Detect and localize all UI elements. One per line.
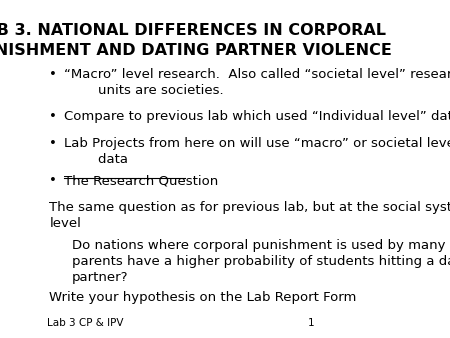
Text: •: •	[50, 110, 57, 123]
Text: The Research Question: The Research Question	[63, 174, 218, 187]
Text: LAB 3. NATIONAL DIFFERENCES IN CORPORAL
PUNISHMENT AND DATING PARTNER VIOLENCE: LAB 3. NATIONAL DIFFERENCES IN CORPORAL …	[0, 23, 392, 58]
Text: •: •	[50, 137, 57, 150]
Text: 1: 1	[308, 318, 315, 328]
Text: •: •	[50, 68, 57, 81]
Text: Do nations where corporal punishment is used by many
parents have a higher proba: Do nations where corporal punishment is …	[72, 239, 450, 284]
Text: Lab 3 CP & IPV: Lab 3 CP & IPV	[46, 318, 123, 328]
Text: The same question as for previous lab, but at the social system
level: The same question as for previous lab, b…	[50, 201, 450, 230]
Text: Write your hypothesis on the Lab Report Form: Write your hypothesis on the Lab Report …	[50, 291, 357, 304]
Text: •: •	[50, 174, 57, 187]
Text: Lab Projects from here on will use “macro” or societal level
        data: Lab Projects from here on will use “macr…	[63, 137, 450, 166]
Text: Compare to previous lab which used “Individual level” data: Compare to previous lab which used “Indi…	[63, 110, 450, 123]
Text: “Macro” level research.  Also called “societal level” research if the
        un: “Macro” level research. Also called “soc…	[63, 68, 450, 97]
